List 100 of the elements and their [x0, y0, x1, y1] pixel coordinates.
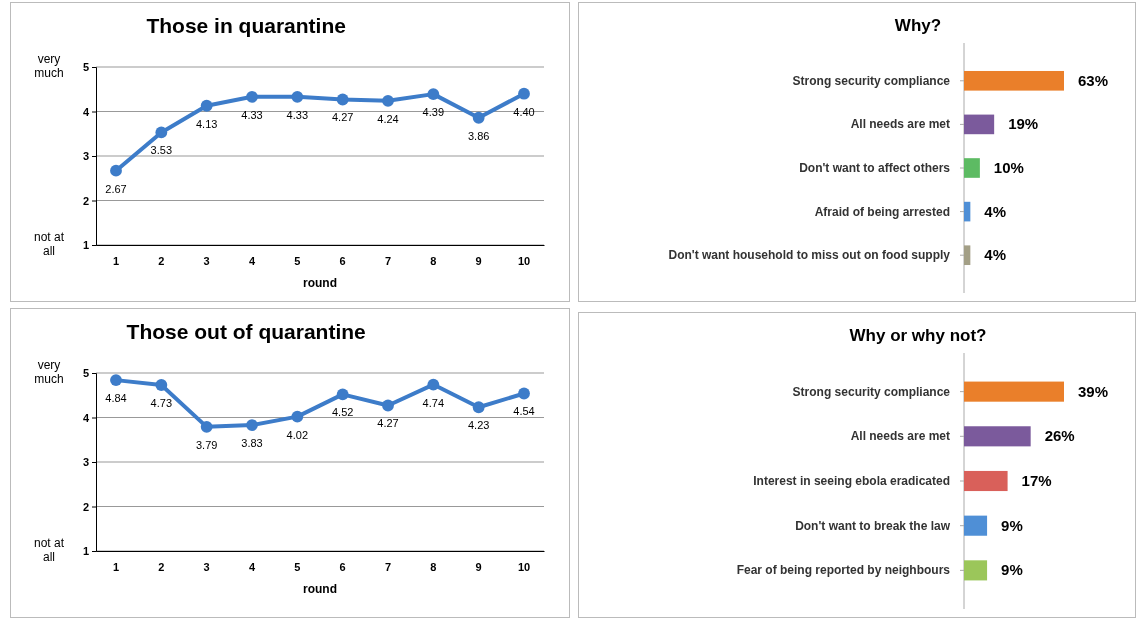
bar [964, 245, 971, 266]
y-tick-label: 5 [82, 61, 89, 74]
y-tick-label: All needs are met [850, 117, 950, 132]
data-label: 19% [1008, 115, 1039, 133]
data-label: 39% [1078, 382, 1109, 400]
y-tick-label: Fear of being reported by neighbours [736, 563, 951, 578]
x-tick-label: 6 [339, 561, 346, 573]
x-tick-label: 3 [203, 255, 210, 267]
point [291, 410, 304, 423]
data-label: 4% [984, 246, 1007, 264]
y-tick-label: 2 [82, 194, 89, 207]
data-label: 4.73 [150, 397, 173, 410]
bar [964, 515, 988, 536]
chart-title: Why? [894, 16, 942, 35]
data-label: 17% [1021, 472, 1052, 489]
y-tick-label: 1 [82, 239, 89, 252]
data-label: 4.27 [377, 417, 399, 430]
point [291, 90, 304, 103]
y-tick-label: Strong security compliance [792, 384, 951, 399]
point [246, 90, 258, 103]
bar [964, 158, 980, 178]
y-tick-label: Afraid of being arrested [814, 204, 950, 219]
x-tick-label: 1 [112, 255, 120, 267]
y-tick-label: 3 [82, 456, 89, 469]
text: very much [34, 358, 64, 386]
point [472, 401, 485, 414]
point [427, 88, 440, 101]
data-label: 4.84 [105, 392, 127, 405]
data-label: 4.52 [331, 406, 354, 419]
data-label: 4.23 [467, 419, 490, 432]
point [427, 378, 440, 391]
text: very much [34, 52, 64, 80]
bar [964, 426, 1031, 447]
x-tick-label: 4 [248, 561, 256, 573]
y-tick-label: 2 [82, 500, 89, 513]
x-tick-label: 8 [430, 255, 437, 267]
data-label: 26% [1044, 427, 1075, 445]
x-tick-label: 5 [294, 561, 301, 573]
point [518, 87, 530, 100]
text: not at all [33, 536, 65, 564]
x-tick-label: 4 [248, 255, 256, 267]
bar [964, 381, 1064, 402]
x-tick-label: 9 [475, 561, 482, 573]
x-tick-label: 1 [112, 561, 120, 573]
text: not at all [33, 230, 65, 258]
bar [964, 70, 1064, 91]
point [200, 420, 213, 433]
data-label: 10% [993, 159, 1024, 176]
bar [964, 560, 988, 581]
data-label: 4.54 [513, 405, 535, 418]
x-tick-label: 7 [384, 255, 392, 267]
point [336, 388, 349, 401]
data-label: 4.24 [377, 112, 399, 125]
data-label: 3.79 [195, 438, 218, 451]
data-label: 3.53 [150, 144, 173, 157]
x-tick-label: 3 [203, 561, 210, 573]
point [246, 419, 258, 431]
data-label: 4% [984, 202, 1007, 220]
y-tick-label: Strong security compliance [792, 73, 951, 88]
chart-title: Why or why not? [849, 326, 987, 345]
x-axis-title: round [303, 276, 337, 290]
data-label: 2.67 [105, 182, 127, 195]
data-label: 4.02 [286, 428, 309, 441]
y-tick-label: 5 [82, 367, 89, 380]
y-tick-label: 1 [82, 545, 89, 558]
point [518, 387, 530, 400]
y-tick-label: Interest in seeing ebola eradicated [753, 474, 950, 488]
x-tick-label: 5 [294, 255, 301, 267]
chart-title: Those in quarantine [146, 14, 346, 37]
data-label: 4.13 [195, 117, 218, 130]
y-tick-label: 4 [82, 411, 90, 424]
point [382, 399, 394, 412]
data-label: 3.86 [467, 129, 490, 142]
data-label: 4.74 [422, 396, 445, 409]
y-tick-label: Don't want to break the law [795, 518, 951, 533]
x-tick-label: 10 [517, 255, 531, 267]
data-label: 4.33 [241, 108, 263, 121]
y-tick-label: 4 [82, 105, 90, 118]
x-tick-label: 2 [158, 255, 165, 267]
chart-title: Those out of quarantine [126, 320, 366, 343]
bar [964, 114, 995, 135]
data-label: 3.83 [241, 437, 263, 450]
bar [964, 470, 1008, 492]
data-label: 9% [1001, 561, 1023, 579]
data-label: 4.39 [422, 106, 445, 119]
x-tick-label: 8 [430, 561, 437, 573]
y-tick-label: All needs are met [850, 429, 950, 444]
point [472, 111, 485, 124]
x-tick-label: 6 [339, 255, 346, 267]
data-label: 4.33 [286, 108, 309, 121]
point [200, 99, 213, 112]
point [155, 379, 168, 391]
data-label: 9% [1001, 516, 1023, 534]
x-tick-label: 10 [517, 561, 531, 573]
point [382, 94, 394, 107]
x-tick-label: 7 [384, 561, 392, 573]
point [110, 374, 122, 387]
y-tick-label: Don't want household to miss out on food supply [668, 248, 951, 263]
data-label: 4.27 [331, 111, 354, 124]
data-label: 63% [1078, 71, 1109, 89]
